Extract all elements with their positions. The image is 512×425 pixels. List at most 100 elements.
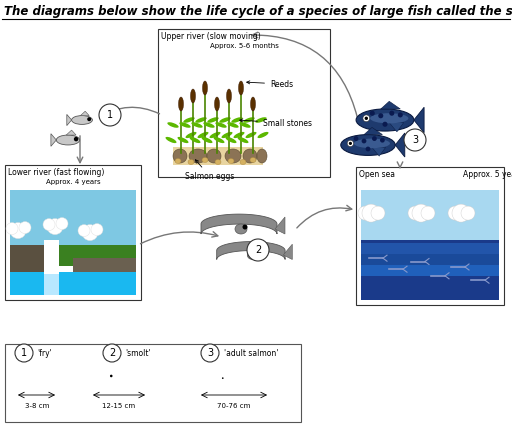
- Circle shape: [82, 224, 98, 241]
- Circle shape: [234, 374, 237, 377]
- Ellipse shape: [189, 149, 207, 163]
- Bar: [361, 276, 499, 287]
- Text: Salmon eggs: Salmon eggs: [185, 160, 234, 181]
- Circle shape: [349, 142, 352, 145]
- Text: 1: 1: [107, 110, 113, 120]
- Ellipse shape: [215, 159, 221, 164]
- Text: Upper river (slow moving): Upper river (slow moving): [161, 32, 261, 41]
- Bar: [361, 190, 499, 240]
- Ellipse shape: [226, 89, 231, 103]
- Circle shape: [243, 224, 247, 230]
- Text: 2: 2: [255, 245, 261, 255]
- Text: 3-8 cm: 3-8 cm: [25, 403, 49, 409]
- Text: 12-15 cm: 12-15 cm: [102, 403, 136, 409]
- Ellipse shape: [243, 117, 254, 123]
- Circle shape: [408, 206, 422, 220]
- Circle shape: [78, 224, 90, 237]
- Polygon shape: [51, 134, 56, 146]
- Circle shape: [103, 344, 121, 362]
- Ellipse shape: [239, 122, 251, 128]
- Polygon shape: [364, 128, 382, 135]
- Circle shape: [452, 204, 470, 222]
- Ellipse shape: [191, 122, 203, 128]
- Ellipse shape: [106, 374, 112, 380]
- Bar: [10, 245, 136, 266]
- Circle shape: [47, 218, 63, 235]
- Polygon shape: [389, 122, 403, 132]
- Circle shape: [421, 206, 435, 220]
- Bar: [44, 274, 59, 295]
- Ellipse shape: [56, 135, 80, 145]
- Circle shape: [99, 104, 121, 126]
- Circle shape: [412, 204, 430, 222]
- Ellipse shape: [245, 132, 257, 138]
- Circle shape: [380, 138, 385, 143]
- Ellipse shape: [225, 137, 237, 143]
- Polygon shape: [80, 111, 89, 116]
- Circle shape: [361, 139, 367, 143]
- Ellipse shape: [203, 81, 207, 95]
- Circle shape: [6, 223, 18, 235]
- Ellipse shape: [225, 149, 241, 163]
- Circle shape: [238, 375, 241, 378]
- Polygon shape: [395, 133, 405, 157]
- Circle shape: [382, 122, 388, 127]
- Circle shape: [354, 136, 358, 141]
- Bar: [356, 167, 504, 305]
- Ellipse shape: [250, 97, 255, 111]
- Ellipse shape: [214, 137, 224, 143]
- Circle shape: [15, 344, 33, 362]
- Circle shape: [370, 110, 375, 116]
- Text: 'smolt': 'smolt': [125, 348, 151, 357]
- Ellipse shape: [179, 122, 190, 128]
- Text: 70-76 cm: 70-76 cm: [217, 403, 251, 409]
- Ellipse shape: [227, 122, 239, 128]
- Text: 3: 3: [412, 135, 418, 145]
- Circle shape: [398, 112, 403, 117]
- Ellipse shape: [218, 374, 246, 385]
- Bar: [173, 147, 263, 165]
- Ellipse shape: [202, 158, 208, 162]
- Ellipse shape: [198, 132, 208, 138]
- Polygon shape: [230, 370, 240, 374]
- Circle shape: [404, 129, 426, 151]
- Polygon shape: [37, 372, 44, 375]
- Circle shape: [372, 136, 377, 141]
- Circle shape: [42, 377, 46, 380]
- Polygon shape: [217, 241, 285, 260]
- Ellipse shape: [195, 117, 207, 123]
- Circle shape: [222, 377, 224, 379]
- Ellipse shape: [243, 149, 257, 163]
- Polygon shape: [67, 114, 72, 126]
- Ellipse shape: [167, 122, 179, 128]
- Bar: [158, 29, 330, 177]
- Polygon shape: [234, 380, 241, 385]
- Circle shape: [347, 140, 354, 147]
- Polygon shape: [414, 107, 424, 133]
- Ellipse shape: [216, 122, 227, 128]
- Text: Reeds: Reeds: [247, 79, 293, 88]
- Ellipse shape: [219, 117, 231, 123]
- Ellipse shape: [179, 97, 183, 111]
- Ellipse shape: [354, 139, 390, 148]
- Polygon shape: [381, 101, 400, 109]
- Circle shape: [461, 206, 475, 220]
- Ellipse shape: [225, 376, 244, 381]
- Ellipse shape: [189, 137, 201, 143]
- Ellipse shape: [188, 159, 194, 164]
- Circle shape: [91, 224, 103, 235]
- Ellipse shape: [257, 149, 267, 163]
- Circle shape: [389, 110, 394, 116]
- Polygon shape: [201, 214, 277, 234]
- Circle shape: [10, 223, 26, 238]
- Bar: [361, 254, 499, 265]
- Ellipse shape: [356, 109, 414, 131]
- Bar: [361, 240, 499, 300]
- Ellipse shape: [190, 89, 196, 103]
- Text: 3: 3: [207, 348, 213, 358]
- Polygon shape: [246, 373, 251, 385]
- Ellipse shape: [250, 158, 256, 162]
- Circle shape: [378, 113, 383, 118]
- Circle shape: [110, 375, 113, 377]
- Text: Small stones: Small stones: [240, 119, 312, 128]
